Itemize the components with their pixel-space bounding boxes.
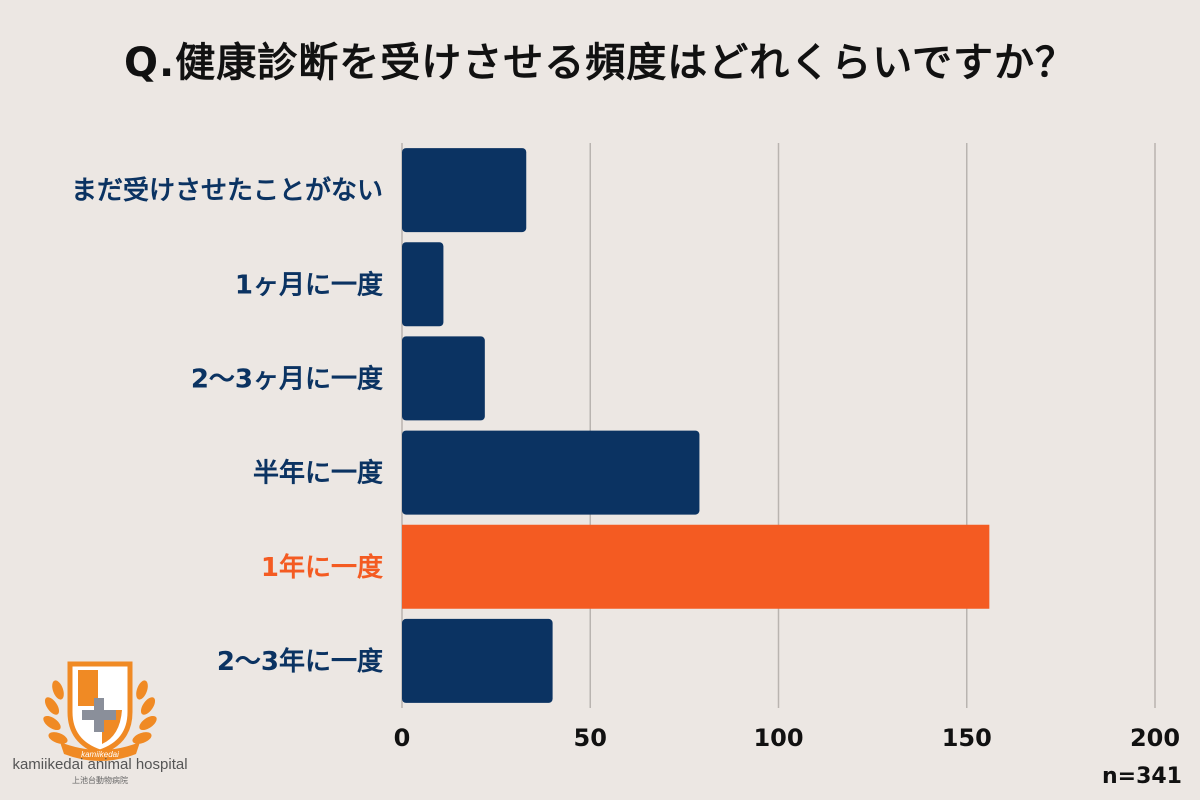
bar bbox=[402, 430, 700, 515]
category-label: 1年に一度 bbox=[261, 552, 383, 583]
category-label: 1ヶ月に一度 bbox=[235, 269, 383, 300]
bar bbox=[402, 148, 527, 233]
category-label: 2〜3年に一度 bbox=[217, 646, 383, 677]
category-label: まだ受けさせたことがない bbox=[71, 175, 383, 206]
category-label: 半年に一度 bbox=[253, 458, 383, 489]
category-label: 2〜3ヶ月に一度 bbox=[191, 363, 383, 394]
bar bbox=[402, 618, 553, 703]
hospital-logo: kamiikedai bbox=[43, 661, 157, 761]
laurel-icon bbox=[43, 680, 157, 744]
x-tick-label: 150 bbox=[942, 724, 992, 752]
ribbon-text: kamiikedai bbox=[81, 750, 119, 759]
ribbon-icon bbox=[60, 742, 140, 761]
x-tick-label: 50 bbox=[574, 724, 607, 752]
cross-icon bbox=[82, 698, 116, 732]
bar bbox=[402, 524, 990, 609]
bar bbox=[402, 242, 444, 327]
bar bbox=[402, 336, 485, 421]
logo-name: kamiikedai animal hospital bbox=[12, 756, 188, 773]
grid-lines bbox=[401, 143, 1156, 708]
x-tick-labels: 0 50 100 150 200 bbox=[394, 724, 1180, 752]
x-tick-label: 0 bbox=[394, 724, 411, 752]
logo-subname: 上池台動物病院 bbox=[72, 776, 128, 785]
x-tick-label: 200 bbox=[1130, 724, 1180, 752]
chart-title: Q.健康診断を受けさせる頻度はどれくらいですか？ bbox=[124, 40, 1076, 86]
bars bbox=[402, 148, 990, 703]
x-tick-label: 100 bbox=[753, 724, 803, 752]
sample-size-label: n=341 bbox=[1101, 764, 1182, 789]
